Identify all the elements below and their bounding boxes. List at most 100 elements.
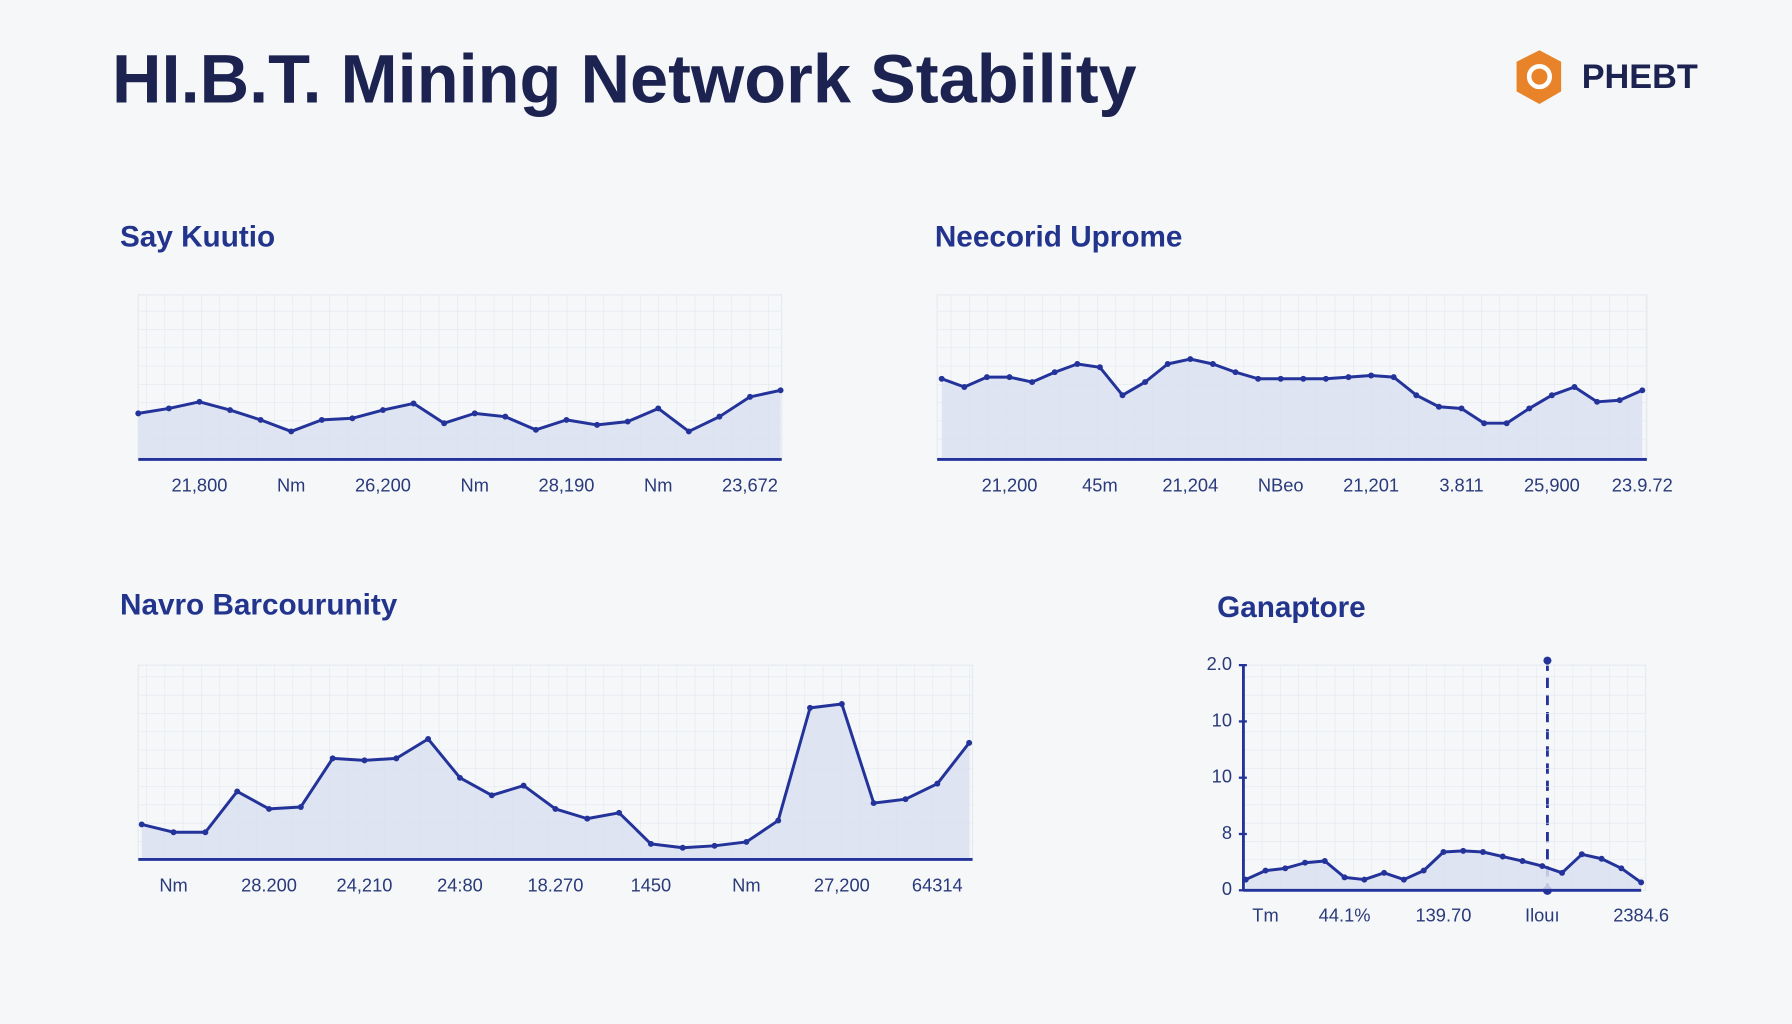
- data-point: [934, 780, 941, 787]
- data-point: [624, 418, 631, 425]
- x-tick-label: Nm: [159, 875, 187, 896]
- data-point: [1361, 876, 1368, 883]
- data-point: [1051, 369, 1058, 376]
- data-point: [1322, 375, 1329, 382]
- y-tick-label: 10: [1212, 709, 1232, 730]
- area-fill: [941, 359, 1643, 460]
- data-point: [870, 800, 877, 807]
- data-point: [135, 410, 142, 417]
- data-point: [1594, 398, 1601, 405]
- data-point: [502, 413, 509, 420]
- data-point: [1381, 869, 1388, 876]
- data-point: [379, 407, 386, 414]
- x-tick-label: 44.1%: [1319, 904, 1371, 925]
- logo: PHEBT: [1516, 50, 1698, 104]
- x-tick-label: Nm: [461, 475, 489, 496]
- data-point: [743, 838, 750, 845]
- data-point: [1616, 397, 1623, 404]
- data-point: [257, 416, 264, 423]
- x-tick-label: 28.200: [241, 875, 297, 896]
- chart-title: Navro Barcourunity: [120, 589, 398, 622]
- data-point: [1390, 374, 1397, 381]
- data-point: [196, 398, 203, 405]
- data-point: [1420, 867, 1427, 874]
- chart-title: Say Kuutio: [120, 221, 275, 254]
- data-point: [1345, 374, 1352, 381]
- data-point: [456, 774, 463, 781]
- chart-title: Ganaptore: [1217, 591, 1366, 624]
- data-point: [1499, 853, 1506, 860]
- data-point: [685, 428, 692, 435]
- data-point: [838, 701, 845, 707]
- data-point: [1262, 867, 1269, 874]
- data-point: [1302, 859, 1308, 866]
- data-point: [349, 415, 356, 422]
- data-point: [170, 829, 177, 836]
- data-point: [961, 384, 968, 390]
- data-point: [1187, 356, 1194, 363]
- x-tick-label: 18.270: [527, 875, 583, 896]
- data-point: [227, 407, 234, 414]
- data-point: [1413, 392, 1420, 399]
- data-point: [679, 844, 686, 851]
- series-line: [138, 388, 781, 433]
- y-tick-label: 10: [1212, 766, 1232, 787]
- data-point: [471, 410, 478, 417]
- data-point: [807, 704, 813, 711]
- data-point: [1300, 375, 1307, 382]
- y-tick-label: 0: [1222, 878, 1232, 899]
- data-point: [1571, 384, 1578, 390]
- data-point: [1526, 405, 1533, 412]
- data-point: [1119, 392, 1126, 399]
- data-point: [1548, 392, 1555, 399]
- data-point: [655, 405, 662, 412]
- x-tick-label: NBeo: [1258, 475, 1304, 496]
- x-tick-label: 2384.6: [1613, 904, 1669, 925]
- data-point: [1277, 375, 1284, 382]
- x-tick-label: 64314: [912, 875, 963, 896]
- data-point: [1282, 865, 1289, 872]
- x-tick-label: Nm: [277, 475, 305, 496]
- x-tick-label: 139.70: [1415, 904, 1471, 925]
- x-tick-label: 21,800: [172, 475, 228, 496]
- data-point: [1142, 379, 1149, 386]
- x-tick-label: Nm: [644, 475, 672, 496]
- data-point: [202, 829, 209, 836]
- data-point: [1400, 876, 1407, 883]
- data-point: [983, 374, 990, 381]
- x-tick-label: 1450: [631, 875, 672, 896]
- data-point: [288, 428, 295, 435]
- x-tick-label: 21,204: [1162, 475, 1218, 496]
- area-fill: [141, 704, 970, 860]
- data-point: [266, 805, 272, 812]
- x-tick-label: 24,210: [337, 875, 393, 896]
- data-point: [138, 821, 145, 828]
- area-fill: [1245, 850, 1642, 891]
- data-point: [563, 416, 570, 423]
- x-tick-label: Ilouı: [1525, 904, 1560, 925]
- x-tick-label: 23,672: [722, 475, 778, 496]
- data-point: [1578, 851, 1585, 858]
- data-point: [716, 413, 723, 420]
- x-tick-label: Nm: [732, 875, 760, 896]
- series-line: [941, 357, 1643, 425]
- data-point: [594, 421, 601, 428]
- data-point: [552, 805, 559, 812]
- data-point: [329, 755, 336, 762]
- data-point: [1368, 372, 1375, 379]
- data-point: [966, 739, 973, 746]
- data-point: [1480, 849, 1486, 855]
- x-tick-label: 3.811: [1439, 475, 1483, 496]
- data-point: [1460, 847, 1467, 854]
- y-tick-label: 8: [1222, 822, 1232, 843]
- data-point: [711, 842, 718, 849]
- data-point: [584, 815, 591, 822]
- data-point: [1006, 374, 1013, 381]
- data-point: [441, 420, 448, 427]
- y-tick-label: 2.0: [1207, 653, 1232, 674]
- data-point: [234, 788, 241, 795]
- data-point: [902, 796, 909, 803]
- logo-gear: [1526, 64, 1552, 90]
